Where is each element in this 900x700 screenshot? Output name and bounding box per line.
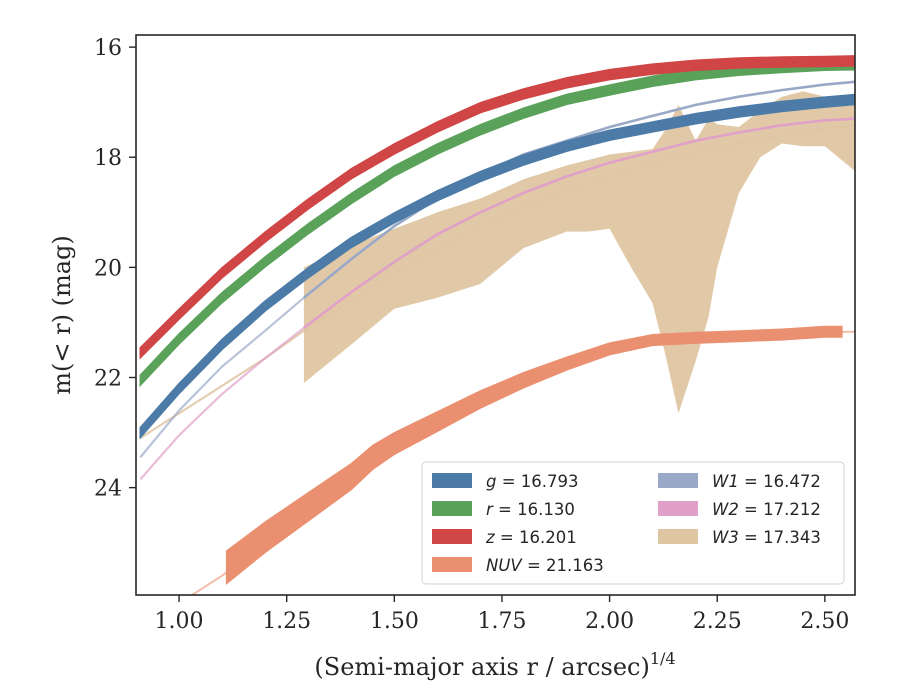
legend-swatch-z <box>432 529 472 544</box>
x-tick-label: 2.00 <box>585 609 634 634</box>
legend-box <box>421 461 845 585</box>
x-tick-label: 1.25 <box>262 609 311 634</box>
x-axis-title: (Semi-major axis r / arcsec)1/4 <box>314 649 675 681</box>
legend-swatch-r <box>432 501 472 516</box>
legend-swatch-g <box>432 473 472 488</box>
plot-area <box>139 55 855 595</box>
y-tick-label: 22 <box>94 366 122 391</box>
w2-extrapolation-line <box>139 327 305 481</box>
x-tick-label: 1.00 <box>155 609 204 634</box>
w1-extrapolation-line <box>139 296 305 459</box>
legend: g = 16.793 r = 16.130 z = 16.201 NUV = 21.1… <box>421 461 845 585</box>
y-tick-label: 24 <box>94 477 122 502</box>
plot-frame <box>135 34 856 596</box>
legend-label-w1: W1 = 16.472 <box>712 472 821 491</box>
y-tick-label: 18 <box>94 146 122 171</box>
z-band <box>139 55 855 360</box>
legend-label-w3: W3 = 17.343 <box>712 528 821 547</box>
x-tick-label: 1.75 <box>477 609 526 634</box>
legend-swatch-w2 <box>658 501 698 516</box>
r-band <box>139 58 855 388</box>
nuv-band <box>225 325 843 586</box>
legend-swatch-w3 <box>658 529 698 544</box>
legend-label-w2: W2 = 17.212 <box>712 500 821 519</box>
y-tick-label: 20 <box>94 256 122 281</box>
legend-swatch-w1 <box>658 473 698 488</box>
x-axis-title-exponent: 1/4 <box>650 649 676 668</box>
legend-label-g: g = 16.793 <box>486 472 579 491</box>
legend-label-nuv: NUV = 21.163 <box>486 556 604 575</box>
x-axis-title-main: (Semi-major axis r / arcsec) <box>314 653 649 681</box>
y-tick-label: 16 <box>94 36 122 61</box>
w2-profile-line <box>303 117 855 329</box>
g-band <box>139 93 855 440</box>
legend-swatch-nuv <box>432 557 472 572</box>
y-axis: 16 18 20 22 24 <box>94 36 136 502</box>
x-axis: 1.00 1.25 1.50 1.75 2.00 2.25 2.50 <box>155 595 849 634</box>
x-tick-label: 2.50 <box>800 609 849 634</box>
legend-label-z: z = 16.201 <box>485 528 577 547</box>
w3-band <box>303 91 855 414</box>
legend-label-r: r = 16.130 <box>486 500 575 519</box>
x-tick-label: 2.25 <box>693 609 742 634</box>
y-axis-title: m(< r) (mag) <box>48 235 76 394</box>
w1-profile-line <box>303 80 855 299</box>
x-tick-label: 1.50 <box>370 609 419 634</box>
